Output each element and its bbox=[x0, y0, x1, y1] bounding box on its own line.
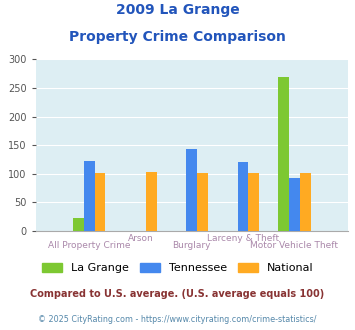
Text: Property Crime Comparison: Property Crime Comparison bbox=[69, 30, 286, 44]
Bar bbox=[73, 218, 84, 231]
Bar bbox=[84, 161, 94, 231]
Bar bbox=[197, 173, 208, 231]
Bar bbox=[94, 173, 105, 231]
Bar bbox=[300, 173, 311, 231]
Text: © 2025 CityRating.com - https://www.cityrating.com/crime-statistics/: © 2025 CityRating.com - https://www.city… bbox=[38, 315, 317, 324]
Bar bbox=[248, 173, 259, 231]
Bar bbox=[146, 172, 157, 231]
Legend: La Grange, Tennessee, National: La Grange, Tennessee, National bbox=[42, 263, 313, 273]
Bar bbox=[278, 77, 289, 231]
Text: Motor Vehicle Theft: Motor Vehicle Theft bbox=[250, 241, 338, 250]
Text: Burglary: Burglary bbox=[173, 241, 211, 250]
Bar bbox=[289, 178, 300, 231]
Text: Arson: Arson bbox=[127, 234, 153, 243]
Bar bbox=[237, 162, 248, 231]
Text: 2009 La Grange: 2009 La Grange bbox=[116, 3, 239, 17]
Text: All Property Crime: All Property Crime bbox=[48, 241, 130, 250]
Text: Larceny & Theft: Larceny & Theft bbox=[207, 234, 279, 243]
Text: Compared to U.S. average. (U.S. average equals 100): Compared to U.S. average. (U.S. average … bbox=[31, 289, 324, 299]
Bar bbox=[186, 149, 197, 231]
